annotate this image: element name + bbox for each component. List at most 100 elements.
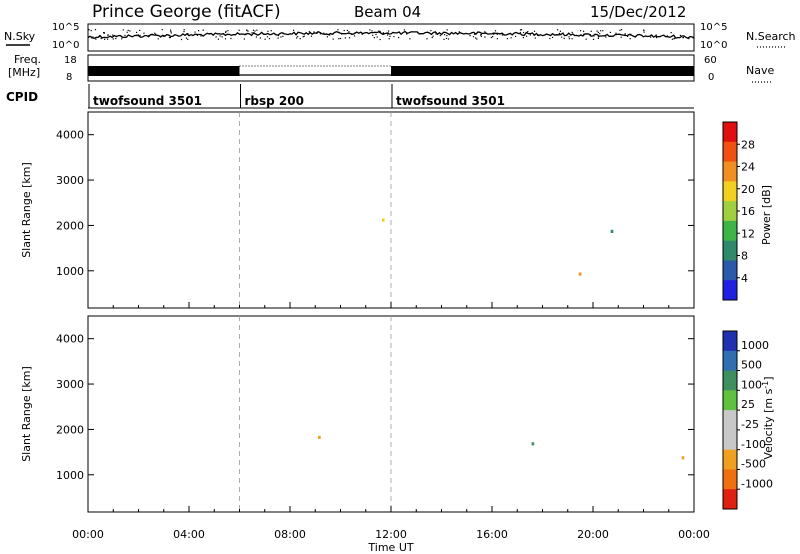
noise-dot <box>188 35 190 37</box>
noise-dot <box>373 37 375 39</box>
noise-dot <box>526 32 528 34</box>
noise-dot <box>296 37 298 39</box>
noise-sky-line <box>87 30 695 40</box>
noise-dot <box>382 32 384 34</box>
noise-dot <box>670 32 672 34</box>
noise-dot <box>103 32 105 34</box>
noise-dot <box>274 34 276 36</box>
noise-dot <box>221 36 223 38</box>
noise-dot <box>243 34 246 36</box>
noise-dot <box>115 38 117 40</box>
noise-dot <box>435 33 437 35</box>
noise-dot <box>383 32 385 35</box>
velocity-colorbar-swatch <box>723 350 737 372</box>
noise-dot <box>170 32 172 34</box>
power-colorbar-tick-label: 28 <box>741 138 755 151</box>
noise-dot <box>473 33 476 35</box>
noise-dot <box>266 36 269 38</box>
noise-dot <box>409 38 411 40</box>
cpid-segment-label: rbsp 200 <box>245 94 304 108</box>
noise-dot <box>673 37 675 39</box>
x-tick-label: 08:00 <box>274 528 306 541</box>
noise-dot <box>426 38 428 40</box>
noise-dot <box>351 33 353 35</box>
velocity-colorbar-frame <box>722 330 738 510</box>
date-title: 15/Dec/2012 <box>590 3 686 21</box>
noise-dot <box>643 29 645 31</box>
noise-dot <box>259 37 261 39</box>
noise-dot <box>629 38 631 40</box>
noise-dot <box>597 31 599 33</box>
velocity-colorbar-tick-label: -500 <box>741 458 766 471</box>
noise-dot <box>303 35 305 37</box>
freq-band <box>88 66 240 76</box>
noise-dot <box>485 32 487 34</box>
noise-dot <box>571 31 573 33</box>
noise-dot <box>346 29 348 31</box>
power-ylabel: Slant Range [km] <box>20 162 33 258</box>
x-tick-label: 16:00 <box>476 528 508 541</box>
noise-dot <box>484 36 486 38</box>
y-tick-label: 3000 <box>56 378 84 391</box>
velocity-colorbar-tick-label: 500 <box>741 359 762 372</box>
noise-dot <box>619 29 621 31</box>
noise-dot <box>609 31 611 33</box>
noise-dot <box>557 29 559 31</box>
noise-dot <box>121 35 123 38</box>
noise-dot <box>280 36 282 38</box>
noise-dot <box>388 30 390 32</box>
noise-dot <box>600 30 602 32</box>
noise-dot <box>431 37 433 39</box>
noise-dot <box>99 35 101 37</box>
noise-dot <box>326 33 328 35</box>
velocity-yticks: 4000 3000 2000 1000 <box>56 333 694 512</box>
noise-left-tick-top: 10^5 <box>52 22 79 33</box>
velocity-colorbar-tick-label: -1000 <box>741 477 773 490</box>
noise-dot <box>136 31 138 33</box>
noise-dot <box>389 35 391 37</box>
noise-dot <box>246 29 248 32</box>
power-colorbar-tick-label: 16 <box>741 205 755 218</box>
noise-dot <box>270 30 272 32</box>
power-yticks: 4000 3000 2000 1000 <box>56 129 694 308</box>
noise-dot <box>666 35 668 37</box>
noise-dot <box>496 33 498 35</box>
power-colorbar: 28 24 20 16 12 8 4 <box>722 121 755 301</box>
noise-dot <box>493 33 495 35</box>
noise-dot <box>353 35 356 37</box>
noise-dot <box>469 35 471 37</box>
noise-dot <box>100 37 102 40</box>
noise-dot <box>88 29 90 31</box>
noise-dot <box>183 29 185 31</box>
power-colorbar-swatch <box>723 240 737 261</box>
noise-dot <box>529 34 531 36</box>
noise-dot <box>323 32 325 34</box>
echo-cell <box>681 456 685 460</box>
noise-dot <box>430 30 432 32</box>
noise-dot <box>316 32 318 34</box>
station-title: Prince George (fitACF) <box>92 2 281 22</box>
noise-dot <box>655 37 658 39</box>
velocity-colorbar-swatch <box>723 370 737 391</box>
noise-dot <box>310 35 312 37</box>
noise-dot <box>170 29 172 31</box>
noise-dot <box>217 38 219 40</box>
noise-dot <box>624 34 626 36</box>
noise-dot <box>560 33 562 35</box>
noise-right-tick-bottom: 10^0 <box>700 40 727 51</box>
noise-dot <box>381 33 383 35</box>
noise-dot <box>282 32 284 34</box>
noise-dot <box>537 34 539 36</box>
noise-dot <box>180 38 183 41</box>
noise-dot <box>162 35 165 37</box>
noise-dot <box>245 33 247 35</box>
noise-dot <box>293 29 295 31</box>
freq-trace <box>88 65 694 76</box>
noise-dot <box>443 38 445 40</box>
noise-dot <box>558 32 560 34</box>
noise-dot <box>480 33 482 36</box>
noise-dot <box>447 38 450 40</box>
noise-dot <box>393 36 395 38</box>
noise-dot <box>187 38 189 40</box>
noise-dot <box>341 33 343 35</box>
